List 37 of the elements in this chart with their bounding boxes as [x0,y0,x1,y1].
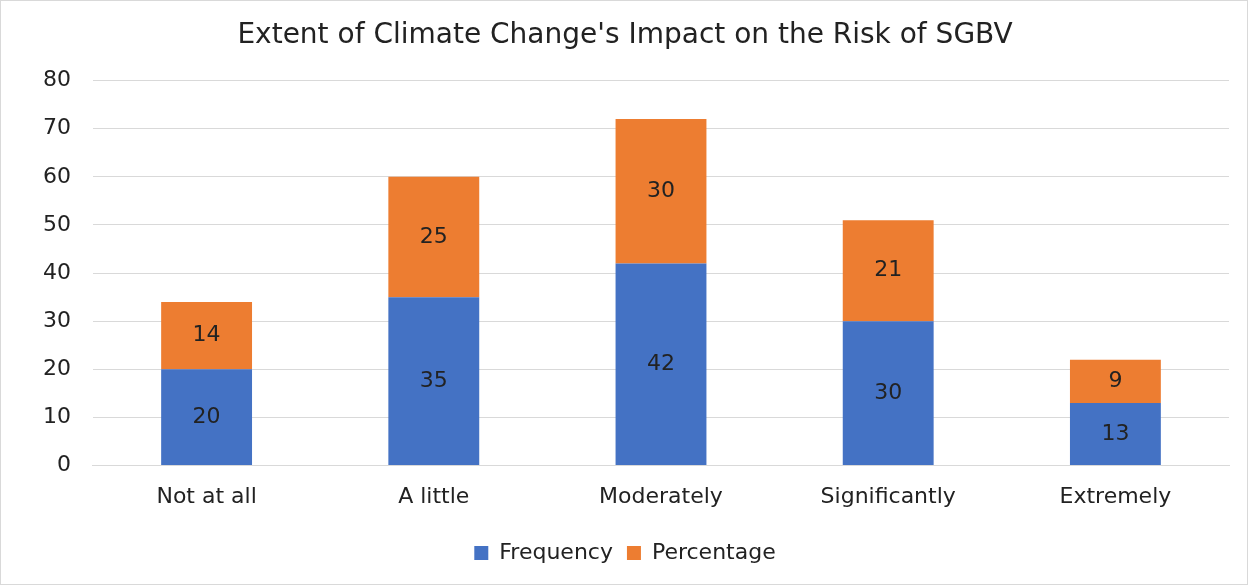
y-tick-label: 20 [42,355,71,381]
legend-label: Frequency [499,538,613,564]
x-tick-label: A little [398,482,470,508]
bar [388,297,480,466]
y-tick-label: 60 [42,162,71,188]
y-tick-label: 70 [42,114,71,140]
y-tick-label: 40 [42,258,71,284]
data-label: 35 [419,366,448,392]
data-label: 20 [192,402,221,428]
x-tick-label: Not at all [156,482,257,508]
chart-title: Extent of Climate Change's Impact on the Risk of SGBV [237,17,1013,51]
data-label: 14 [192,321,221,347]
data-label: 13 [1101,419,1130,445]
data-label: 30 [874,378,903,404]
bar [842,321,934,466]
bar [1069,403,1161,466]
x-tick-label: Moderately [599,482,723,508]
bar [161,369,253,466]
data-label: 25 [419,222,448,248]
bar [388,176,480,298]
y-tick-label: 80 [42,66,71,92]
y-tick-label: 10 [42,403,71,429]
x-tick-label: Significantly [820,482,956,508]
y-tick-label: 30 [42,306,71,332]
data-label: 21 [874,256,903,282]
x-tick-label: Extremely [1059,482,1172,508]
y-tick-label: 50 [42,210,71,236]
y-tick-label: 0 [56,451,71,477]
bar [842,220,934,322]
legend-label: Percentage [651,538,776,564]
data-label: 42 [647,350,675,376]
data-label: 30 [647,177,675,203]
data-label: 9 [1108,367,1123,393]
bar [161,301,253,370]
bar [615,263,707,466]
bar [1069,359,1161,404]
bar [615,119,707,264]
